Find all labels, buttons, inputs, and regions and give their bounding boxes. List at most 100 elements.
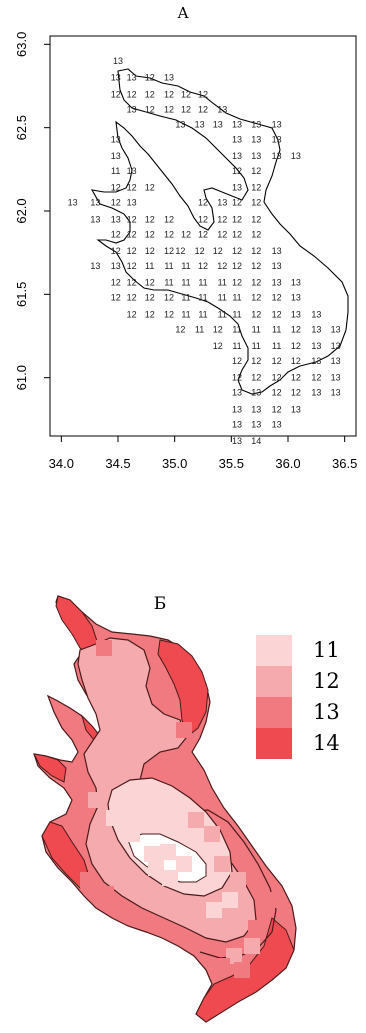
point-label: 12: [198, 89, 208, 99]
point-label: 12: [164, 214, 174, 224]
point-label: 13: [111, 214, 121, 224]
point-label: 11: [164, 278, 173, 288]
x-tick-label: 34.0: [49, 456, 74, 471]
point-label: 13: [113, 56, 123, 66]
point-label: 12: [272, 293, 282, 303]
panel-a-label: А: [177, 4, 189, 22]
point-label: 11: [164, 261, 173, 271]
legend-entry-11: 11: [256, 635, 356, 666]
point-label: 13: [291, 151, 301, 161]
point-label: 12: [181, 104, 191, 114]
point-label: 12: [111, 229, 121, 239]
point-label: 12: [291, 373, 301, 383]
point-label: 12: [251, 261, 261, 271]
zone-14-area-west-spit: [33, 753, 67, 783]
point-label: 11: [198, 278, 207, 288]
point-label: 12: [272, 373, 282, 383]
point-label: 11: [181, 278, 190, 288]
point-label: 12: [232, 229, 242, 239]
x-tick-label: 36.0: [275, 456, 300, 471]
point-label: 11: [181, 261, 190, 271]
point-label: 13: [311, 341, 321, 351]
point-label: 13: [331, 388, 341, 398]
point-label: 13: [111, 261, 121, 271]
map-b-grid-cells: [80, 640, 278, 978]
point-label: 11: [272, 341, 281, 351]
point-label: 12: [145, 73, 155, 83]
point-label: 12: [217, 261, 227, 271]
point-label: 13: [311, 388, 321, 398]
legend-swatch-12: [256, 666, 292, 697]
point-label: 12: [251, 309, 261, 319]
point-label: 13: [232, 134, 242, 144]
grid-cell: [206, 902, 222, 918]
point-label: 13: [217, 104, 227, 114]
point-label: 13: [251, 419, 261, 429]
y-tick-label: 61.5: [14, 282, 29, 307]
grid-cell: [136, 708, 152, 724]
point-label: 13: [127, 104, 137, 114]
grid-cell: [80, 872, 96, 888]
point-label: 13: [272, 419, 282, 429]
point-label: 13: [272, 134, 282, 144]
point-label: 12: [198, 104, 208, 114]
point-label: 12: [251, 183, 261, 193]
point-label: 12: [217, 214, 227, 224]
point-label: 12: [145, 89, 155, 99]
point-label: 13: [217, 198, 227, 208]
grid-cell: [188, 812, 204, 828]
grid-cell: [162, 870, 178, 886]
grid-cell: [106, 810, 122, 826]
point-label: 12: [111, 246, 121, 256]
grid-cell: [176, 722, 192, 738]
point-label: 12: [291, 356, 301, 366]
point-label: 12: [164, 309, 174, 319]
point-label: 12: [232, 246, 242, 256]
point-label: 13: [291, 293, 301, 303]
point-label: 11: [252, 324, 261, 334]
point-label: 11: [198, 293, 207, 303]
point-label: 12: [111, 183, 121, 193]
map-b-legend: 11 12 13 14: [256, 635, 356, 759]
point-label: 13: [213, 119, 223, 129]
chart-a-axes: 34.0 34.5 35.0 35.5 36.0 36.5 61.0 61.5 62.0 62.5…: [14, 32, 357, 471]
grid-cell: [248, 920, 264, 936]
point-label: 12: [198, 214, 208, 224]
point-label: 11: [218, 309, 227, 319]
point-label: 12: [251, 166, 261, 176]
point-label: 12: [145, 104, 155, 114]
point-label: 12: [198, 261, 208, 271]
legend-swatch-11: [256, 635, 292, 666]
point-label: 13: [291, 309, 301, 319]
point-label: 13: [68, 198, 78, 208]
grid-cell: [214, 958, 230, 974]
legend-entry-13: 13: [256, 697, 356, 728]
point-label: 13: [251, 134, 261, 144]
point-label: 12: [232, 261, 242, 271]
point-label: 12: [291, 324, 301, 334]
grid-cell: [96, 640, 112, 656]
point-label: 12: [251, 373, 261, 383]
point-label: 11: [232, 324, 241, 334]
point-label: 13: [111, 151, 121, 161]
point-label: 14: [251, 436, 261, 446]
point-label: 12: [111, 89, 121, 99]
point-label: 12: [232, 166, 242, 176]
point-label: 12: [127, 89, 137, 99]
point-label: 12: [145, 246, 155, 256]
point-label: 13: [90, 261, 100, 271]
zone-14-area-southwest: [41, 821, 91, 889]
point-label: 13: [195, 119, 205, 129]
grid-cell: [262, 892, 278, 908]
point-label: 12: [127, 183, 137, 193]
point-label: 12: [164, 293, 174, 303]
point-label: 13: [111, 73, 121, 83]
point-label: 11: [181, 309, 190, 319]
point-label: 12: [311, 373, 321, 383]
legend-label-13: 13: [313, 700, 340, 724]
point-label: 12: [164, 104, 174, 114]
point-label: 11: [181, 293, 190, 303]
point-label: 12: [127, 229, 137, 239]
legend-label-12: 12: [313, 669, 340, 693]
chart-a-lake-temperature-plot: 34.0 34.5 35.0 35.5 36.0 36.5 61.0 61.5 62.0 62.5…: [14, 32, 357, 471]
